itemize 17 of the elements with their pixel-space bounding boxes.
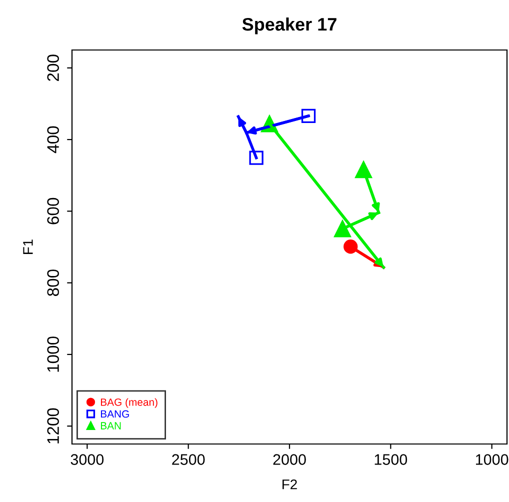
- legend-label: BAN: [100, 422, 121, 430]
- legend-label: BANG: [100, 410, 129, 418]
- y-tick-label: 800: [47, 270, 59, 296]
- x-tick-label: 3000: [70, 454, 104, 465]
- x-tick-label: 2500: [172, 454, 205, 465]
- y-tick-label: 1200: [47, 408, 59, 444]
- x-tick-label: 1500: [374, 454, 408, 465]
- y-tick-label: 1000: [47, 336, 59, 372]
- y-axis-title: F1: [23, 240, 33, 254]
- x-tick-label: 1000: [476, 454, 508, 465]
- y-tick-label: 200: [47, 54, 59, 81]
- chart-title: Speaker 17: [242, 17, 336, 34]
- x-tick-label: 2000: [273, 454, 306, 465]
- x-axis-title: F2: [282, 479, 297, 490]
- y-tick-label: 400: [47, 126, 59, 154]
- y-tick-label: 600: [47, 198, 59, 224]
- legend-label: BAG (mean): [100, 398, 158, 408]
